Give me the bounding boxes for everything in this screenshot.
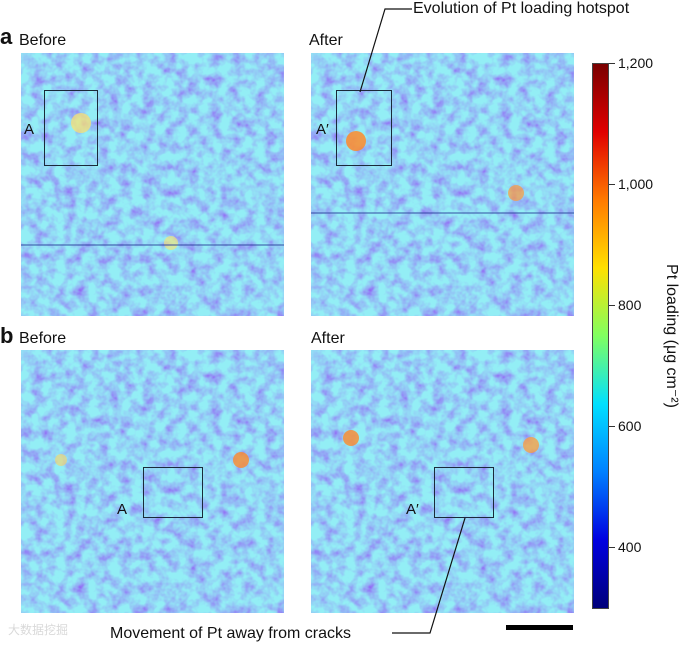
- panel-b-after-roi: [434, 467, 494, 518]
- colorbar-title: Pt loading (μg cm⁻²): [663, 264, 680, 408]
- panel-b-after-title: After: [311, 330, 345, 347]
- colorbar-tick-label: 600: [618, 418, 642, 434]
- colorbar-tick: [609, 63, 615, 64]
- panel-b-before-map: [21, 350, 284, 613]
- panel-a-after-title: After: [309, 32, 343, 49]
- watermark: 大数据挖掘: [8, 623, 69, 637]
- colorbar: [592, 63, 609, 609]
- panel-a-before-map: [21, 53, 284, 316]
- colorbar-tick-label: 800: [618, 297, 642, 313]
- annotation-cracks: Movement of Pt away from cracks: [110, 625, 351, 642]
- colorbar-tick-label: 1,000: [618, 176, 654, 192]
- panel-a-after-map: [311, 53, 574, 316]
- colorbar-tick-label: 400: [618, 539, 642, 555]
- panel-a-before-title: Before: [19, 32, 67, 49]
- panel-b-before-roi-label: A: [117, 501, 128, 518]
- annotation-hotspot: Evolution of Pt loading hotspot: [413, 0, 630, 17]
- panel-b-after-roi-label: A′: [406, 501, 419, 518]
- colorbar-tick: [609, 184, 615, 185]
- panel-a-after-roi: [336, 90, 392, 166]
- colorbar-tick-label: 1,200: [618, 55, 654, 71]
- panel-a-before-roi: [44, 90, 98, 166]
- panel-letter-a: a: [0, 24, 13, 49]
- panel-a-before-roi-label: A: [24, 121, 35, 138]
- colorbar-tick: [609, 305, 615, 306]
- panel-b-before-roi: [143, 467, 203, 518]
- panel-letter-b: b: [0, 323, 14, 348]
- colorbar-tick: [609, 426, 615, 427]
- scale-bar: [506, 625, 573, 630]
- panel-a-after-roi-label: A′: [316, 121, 329, 138]
- colorbar-tick: [609, 547, 615, 548]
- panel-b-after-map: [311, 350, 574, 613]
- panel-b-before-title: Before: [19, 330, 67, 347]
